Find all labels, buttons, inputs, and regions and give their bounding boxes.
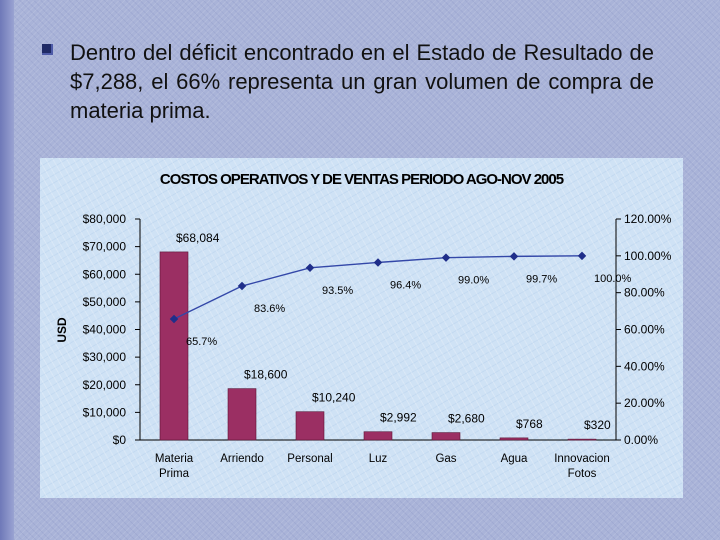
bar-value-label: $2,992 [380, 411, 417, 425]
line-value-label: 100.0% [594, 273, 632, 285]
square-bullet-icon [42, 44, 53, 55]
y2-tick-label: 60.00% [624, 323, 665, 337]
line-value-label: 96.4% [390, 279, 421, 291]
bullet-point: Dentro del déficit encontrado en el Esta… [42, 38, 654, 125]
chart-frame: COSTOS OPERATIVOS Y DE VENTAS PERIODO AG… [40, 158, 683, 498]
bar-value-label: $320 [584, 418, 611, 432]
line-value-label: 65.7% [186, 336, 217, 348]
bar-value-label: $68,084 [176, 231, 220, 245]
line-marker [373, 258, 383, 267]
bullet-text: Dentro del déficit encontrado en el Esta… [70, 40, 654, 123]
slide-left-band [0, 0, 14, 540]
bar-value-label: $10,240 [312, 391, 356, 405]
x-tick-label: Innovacion [554, 453, 610, 465]
y2-tick-label: 0.00% [624, 433, 658, 447]
bar [159, 251, 189, 441]
x-tick-label: Arriendo [220, 453, 263, 465]
line-value-label: 83.6% [254, 303, 285, 315]
line-marker [577, 251, 587, 261]
y-axis-title: USD [55, 317, 69, 343]
line-value-label: 99.0% [458, 275, 489, 287]
x-tick-label: Agua [501, 453, 528, 465]
x-tick-label: Gas [435, 453, 456, 465]
bar-value-label: $2,680 [448, 412, 485, 426]
y-tick-label: $60,000 [83, 267, 127, 281]
bar [363, 431, 393, 441]
bar [499, 437, 529, 441]
y-tick-label: $70,000 [83, 240, 127, 254]
y2-tick-label: 120.00% [624, 212, 672, 226]
y-tick-label: $20,000 [83, 378, 127, 392]
y2-tick-label: 20.00% [624, 396, 665, 410]
line-marker [441, 253, 451, 262]
bar-value-label: $18,600 [244, 368, 288, 382]
y2-tick-label: 100.00% [624, 249, 672, 263]
y2-tick-label: 40.00% [624, 359, 665, 373]
line-marker [509, 252, 519, 261]
line-marker [169, 314, 179, 324]
line-marker [305, 263, 315, 273]
bar-value-label: $768 [516, 417, 543, 431]
y-tick-label: $40,000 [83, 323, 127, 337]
line-marker [237, 281, 247, 291]
x-tick-label: Prima [159, 468, 190, 480]
y-tick-label: $50,000 [83, 295, 127, 309]
bar [567, 438, 597, 441]
y2-tick-label: 80.00% [624, 286, 665, 300]
x-tick-label: Luz [369, 453, 388, 465]
y-tick-label: $10,000 [83, 405, 127, 419]
bar [227, 388, 257, 441]
x-tick-label: Materia [155, 453, 194, 465]
y-tick-label: $30,000 [83, 350, 127, 364]
y-tick-label: $80,000 [83, 212, 127, 226]
x-tick-label: Fotos [568, 468, 597, 480]
bar [295, 411, 325, 441]
chart-title: COSTOS OPERATIVOS Y DE VENTAS PERIODO AG… [159, 171, 564, 188]
pareto-chart: $0 $10,000 $20,000 $30,000 $40,000 $50,000 $60… [55, 212, 672, 480]
y-tick-label: $0 [113, 433, 127, 447]
bar [431, 432, 461, 441]
x-tick-label: Personal [287, 453, 332, 465]
line-value-label: 99.7% [526, 273, 557, 285]
line-value-label: 93.5% [322, 285, 353, 297]
